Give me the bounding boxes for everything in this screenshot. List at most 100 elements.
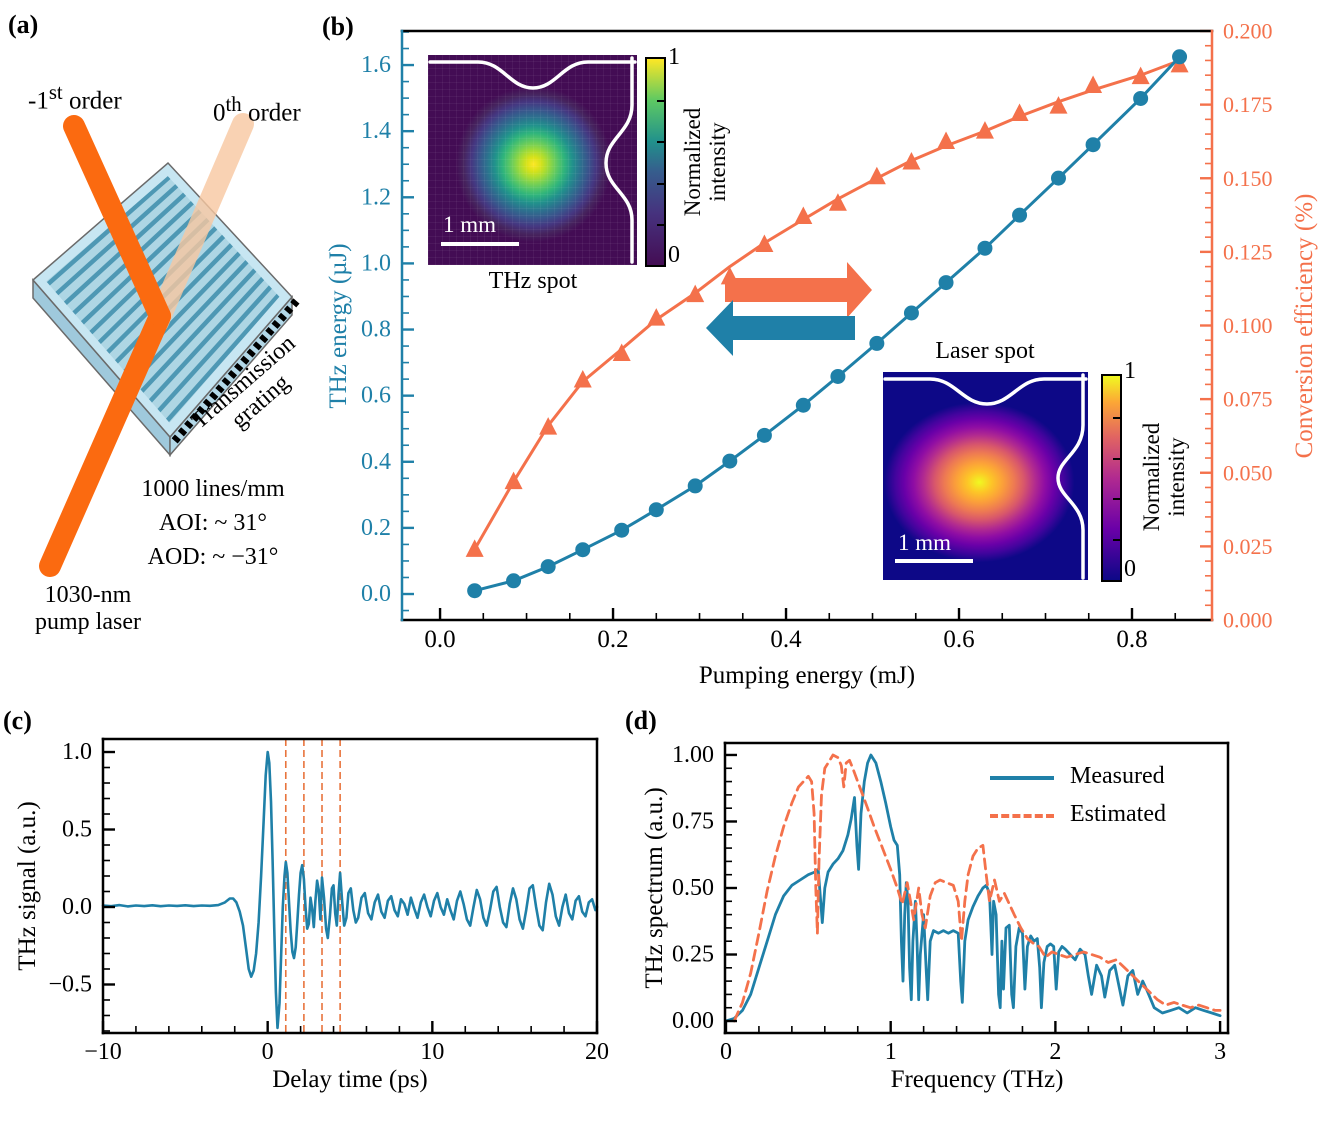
data-point-triangle <box>1049 96 1068 114</box>
thz-spot-title: THz spot <box>488 268 578 294</box>
panel-a-label: (a) <box>8 10 39 39</box>
data-point-circle <box>756 427 772 443</box>
y-tick-label: 1.00 <box>672 742 714 768</box>
pump-beam <box>39 305 171 577</box>
data-point-triangle <box>504 471 523 490</box>
y-tick-label: 0.0 <box>62 894 92 920</box>
grating-groove-line <box>142 270 271 410</box>
data-point-circle <box>830 368 846 384</box>
data-point-triangle <box>612 343 631 361</box>
data-point-triangle <box>975 121 994 139</box>
y-tick-label: 0.25 <box>672 942 714 968</box>
data-point-circle <box>1172 49 1188 65</box>
zeroth-order-beam <box>147 113 254 333</box>
y-tick-label: 1.0 <box>361 250 391 276</box>
grating-groove-line <box>151 278 279 419</box>
y-tick-label: 0.6 <box>361 383 391 409</box>
thz-colorbar <box>645 57 666 267</box>
x-tick-label: 2 <box>1049 1039 1061 1065</box>
data-point-triangle <box>1131 66 1150 85</box>
spec-lines-per-mm: 1000 lines/mm <box>141 476 285 502</box>
data-point-circle <box>722 453 738 469</box>
data-point-circle <box>938 275 954 291</box>
data-point-circle <box>1012 207 1028 223</box>
c-xlabel: Delay time (ps) <box>272 1066 428 1093</box>
d-xlabel: Frequency (THz) <box>890 1066 1064 1093</box>
legend-estimated-swatch <box>990 814 1054 818</box>
spec-aod: AOD: ~ −31° <box>147 544 279 570</box>
y2-tick-label: 0.100 <box>1223 313 1273 338</box>
y-tick-label: 1.0 <box>62 739 92 765</box>
x-tick-label: 20 <box>585 1039 609 1065</box>
laser-top-profile-curve <box>883 377 1088 406</box>
series-conversion-efficiency-fit <box>473 59 1182 551</box>
y2-tick-label: 0.200 <box>1223 19 1273 44</box>
laser-cb-min: 0 <box>1124 556 1136 582</box>
data-point-circle <box>614 522 630 538</box>
data-point-triangle <box>937 131 956 149</box>
y-tick-label: 0.2 <box>361 515 391 541</box>
x-tick-label: 0.2 <box>597 626 628 653</box>
thz-scalebar-text: 1 mm <box>443 212 497 237</box>
data-point-circle <box>1050 170 1066 186</box>
y2-tick-label: 0.125 <box>1223 239 1273 264</box>
grating-specs: 1000 lines/mm AOI: ~ 31° AOD: ~ −31° <box>88 472 338 574</box>
panel-b-label: (b) <box>322 12 354 41</box>
y-tick-label: 1.2 <box>361 184 391 210</box>
pump-label-line2: pump laser <box>35 609 141 635</box>
data-point-circle <box>903 305 919 321</box>
colorbar-tick <box>657 100 664 103</box>
pump-label-line1: 1030-nm <box>44 582 132 608</box>
x-tick-label: 0.8 <box>1116 626 1147 653</box>
series-estimated <box>732 753 1222 1023</box>
beam1-sup: st <box>48 80 63 104</box>
data-point-triangle <box>902 152 921 170</box>
beam2-sup: th <box>225 92 242 116</box>
y2-tick-label: 0.000 <box>1223 608 1273 633</box>
x-tick-label: 0.4 <box>770 626 802 653</box>
thz-spot-image <box>428 55 637 265</box>
minus-first-order-label: -1st order <box>28 80 122 115</box>
data-point-circle <box>1133 90 1149 106</box>
thz-scalebar-line <box>441 242 519 246</box>
data-point-circle <box>648 502 664 518</box>
laser-scalebar-text: 1 mm <box>898 530 952 555</box>
data-point-triangle <box>1010 103 1029 121</box>
y2-tick-label: 0.150 <box>1223 166 1273 191</box>
data-point-triangle <box>686 284 705 303</box>
x-tick-label: 0.6 <box>943 626 974 653</box>
data-point-triangle <box>867 166 886 185</box>
data-point-circle <box>575 542 591 558</box>
y-tick-label: 1.6 <box>361 52 391 78</box>
data-point-circle <box>977 240 993 256</box>
laser-scalebar-line <box>895 559 973 563</box>
x-tick-label: 0.0 <box>424 626 455 653</box>
thz-cb-max: 1 <box>668 44 680 70</box>
colorbar-tick <box>1113 416 1120 419</box>
c-ylabel: THz signal (a.u.) <box>14 801 41 971</box>
data-point-circle <box>506 573 522 589</box>
data-point-triangle <box>647 308 666 326</box>
beam2-post: order <box>241 99 301 127</box>
y-tick-label: 0.8 <box>361 317 391 343</box>
grating-groove-line <box>159 287 280 423</box>
minus-first-order-beam <box>63 115 171 327</box>
data-point-circle <box>687 478 703 494</box>
beam1-pre: -1 <box>28 87 49 115</box>
y-tick-label: 0.0 <box>361 581 391 607</box>
grating-teeth <box>171 298 300 444</box>
beam1-post: order <box>62 87 122 115</box>
series-thz-signal <box>101 750 599 1030</box>
y2-tick-label: 0.175 <box>1223 92 1273 117</box>
colorbar-tick <box>657 141 664 144</box>
y-tick-label: 0.50 <box>672 875 714 901</box>
thz-top-profile-curve <box>428 60 637 90</box>
y2-tick-label: 0.075 <box>1223 387 1273 412</box>
data-point-circle <box>467 583 483 599</box>
y-tick-label: 0.00 <box>672 1008 714 1034</box>
grating-groove-line <box>134 261 263 400</box>
series-measured <box>724 753 1222 1023</box>
